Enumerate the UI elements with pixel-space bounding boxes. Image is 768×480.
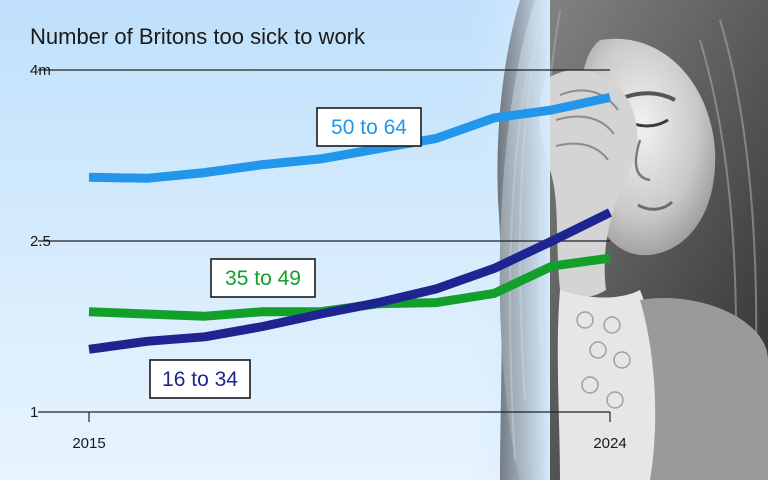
x-tick-label: 2024 (593, 435, 626, 452)
chart-title: Number of Britons too sick to work (30, 24, 366, 49)
x-tick-label: 2015 (72, 435, 105, 452)
series-label-text: 35 to 49 (225, 267, 301, 290)
y-tick-label: 4m (30, 62, 51, 79)
series-label-box (316, 107, 422, 147)
gridlines (38, 69, 610, 413)
y-tick-label: 1 (30, 404, 38, 421)
series-label: 35 to 49 (210, 258, 316, 298)
series-lines (88, 93, 612, 354)
series-line (88, 93, 611, 183)
series-labels: 50 to 64 35 to 49 16 to 34 (149, 107, 422, 399)
series-label: 50 to 64 (316, 107, 422, 147)
series-label-text: 16 to 34 (162, 368, 238, 391)
series-label-box (210, 258, 316, 298)
series-label-box (149, 359, 251, 399)
series-label-text: 50 to 64 (331, 116, 407, 139)
x-axis: 2015 2024 (72, 412, 627, 452)
y-axis: 1 2.5 4m (30, 62, 51, 421)
y-tick-label: 2.5 (30, 233, 51, 250)
series-line (88, 208, 612, 354)
series-label: 16 to 34 (149, 359, 251, 399)
